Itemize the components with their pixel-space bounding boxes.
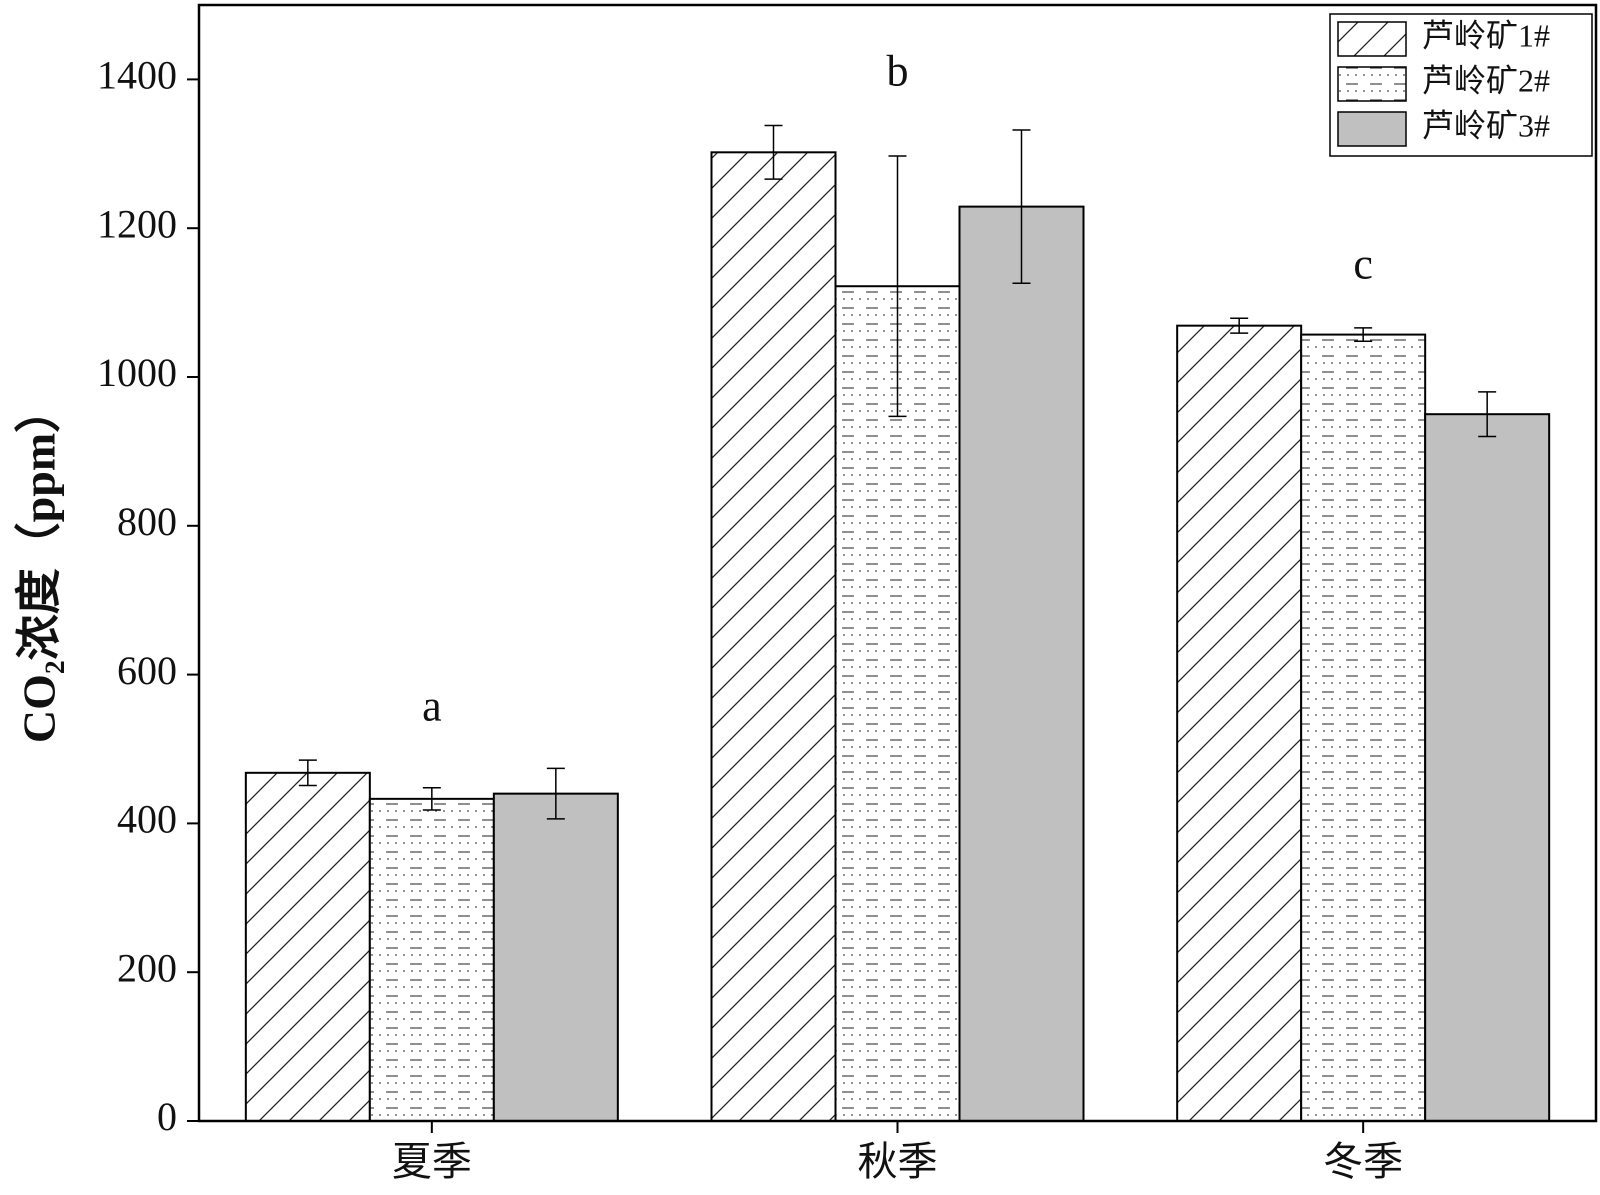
y-tick-label: 400 bbox=[117, 797, 177, 842]
bar bbox=[710, 151, 837, 1122]
bar bbox=[1300, 333, 1427, 1123]
legend-swatch bbox=[1337, 111, 1407, 147]
error-bar bbox=[1012, 129, 1031, 285]
annotation: a bbox=[422, 681, 442, 730]
bar bbox=[244, 771, 371, 1122]
error-bar bbox=[546, 767, 565, 820]
annotation: b bbox=[887, 47, 909, 96]
x-tick-label: 秋季 bbox=[858, 1139, 938, 1184]
bar bbox=[1176, 324, 1303, 1122]
y-tick-label: 200 bbox=[117, 945, 177, 990]
annotation: c bbox=[1353, 239, 1373, 288]
bar bbox=[492, 792, 619, 1122]
y-tick-label: 1200 bbox=[97, 201, 177, 246]
x-tick-label: 夏季 bbox=[392, 1139, 472, 1184]
bar bbox=[368, 797, 495, 1123]
legend-swatch bbox=[1337, 21, 1407, 57]
error-bar bbox=[422, 786, 441, 811]
bar bbox=[1424, 413, 1551, 1122]
legend-label: 芦岭矿1# bbox=[1422, 17, 1550, 53]
legend-label: 芦岭矿2# bbox=[1422, 62, 1550, 98]
bar bbox=[958, 205, 1085, 1122]
y-tick-label: 0 bbox=[157, 1094, 177, 1139]
legend-label: 芦岭矿3# bbox=[1422, 107, 1550, 143]
error-bar bbox=[1230, 317, 1249, 334]
error-bar bbox=[888, 155, 907, 418]
y-tick-label: 600 bbox=[117, 648, 177, 693]
error-bar bbox=[1478, 391, 1497, 438]
y-tick-label: 1400 bbox=[97, 53, 177, 98]
y-axis-label: CO₂浓度（ppm） bbox=[14, 387, 65, 743]
y-tick-label: 800 bbox=[117, 499, 177, 544]
y-tick-label: 1000 bbox=[97, 350, 177, 395]
plot-frame bbox=[197, 3, 1598, 1123]
error-bar bbox=[298, 759, 317, 787]
error-bar bbox=[764, 124, 783, 180]
x-tick-label: 冬季 bbox=[1323, 1139, 1403, 1184]
legend-swatch bbox=[1337, 66, 1407, 102]
error-bar bbox=[1354, 327, 1373, 343]
